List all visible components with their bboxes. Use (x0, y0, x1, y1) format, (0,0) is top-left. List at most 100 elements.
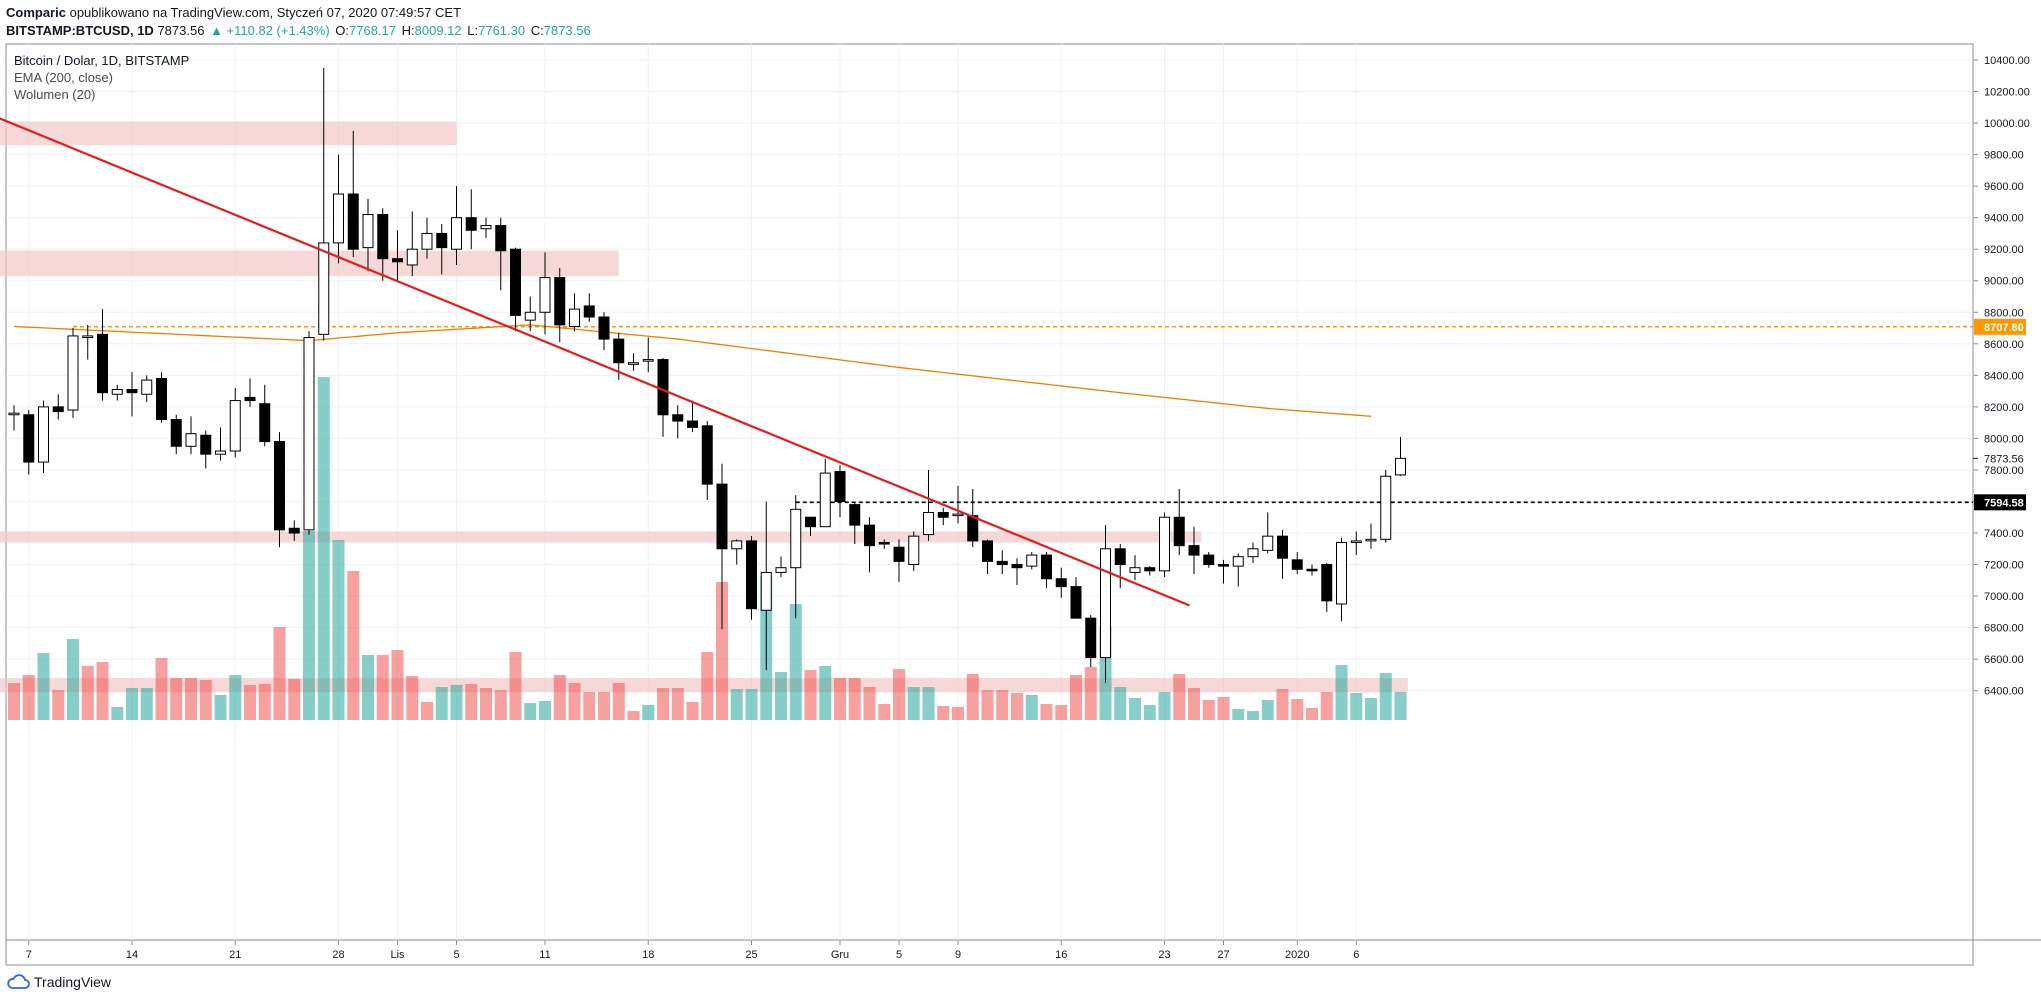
close-label: C: (530, 23, 544, 38)
candle-body (126, 389, 138, 394)
volume-bar (376, 655, 389, 720)
volume-bar (524, 703, 537, 720)
volume-bar (1306, 708, 1318, 720)
price-tick-label: 9000.00 (1984, 276, 2024, 288)
candle-body (1085, 617, 1097, 659)
legend-title: Bitcoin / Dolar, 1D, BITSTAMP (14, 53, 190, 68)
volume-bar (1291, 699, 1304, 720)
time-tick-label: 28 (332, 949, 344, 961)
candle-body (1159, 516, 1170, 572)
volume-bar (1011, 693, 1023, 720)
volume-bar (229, 675, 242, 720)
candle-body (849, 504, 861, 526)
volume-bar (8, 683, 20, 720)
volume-bar (362, 655, 374, 720)
volume-bar (435, 687, 448, 720)
volume-bar (67, 639, 79, 720)
symbol-label: BITSTAMP:BTCUSD, 1D (6, 23, 154, 38)
volume-bar (627, 711, 640, 720)
volume-bar (789, 604, 802, 720)
candle-body (1218, 564, 1229, 567)
time-tick-label: 5 (453, 949, 459, 961)
candle-body (687, 420, 698, 428)
open-label: O: (335, 23, 350, 38)
candle-body (1277, 535, 1288, 559)
tradingview-cloud-icon (7, 974, 30, 989)
volume-bar (450, 685, 463, 720)
volume-bar (480, 688, 492, 720)
volume-bar (317, 377, 330, 720)
time-tick-label: Gru (831, 949, 849, 961)
volume-bar (878, 704, 891, 720)
author-name[interactable]: Comparic (6, 5, 66, 20)
volume-bar (583, 692, 596, 720)
candle-body (259, 403, 271, 443)
candle-body (819, 472, 831, 528)
candle-body (760, 571, 772, 611)
grid (6, 44, 1973, 940)
chart-header: Comparic opublikowano na TradingView.com… (6, 4, 593, 40)
candle-body (185, 433, 197, 447)
candle-body (1100, 548, 1111, 659)
volume-bar (96, 662, 109, 720)
footer-brand[interactable]: TradingView (34, 974, 112, 990)
candle-body (1291, 559, 1303, 570)
candle-body (908, 535, 920, 566)
volume-bar (1202, 700, 1215, 720)
candle-body (465, 217, 477, 231)
time-tick-label: 9 (955, 949, 961, 961)
price-tag-label: 7594.58 (1984, 497, 2024, 509)
volume-bar (1188, 688, 1200, 720)
candle-body (1365, 538, 1377, 542)
zone-rect (0, 250, 619, 277)
candle-body (1262, 535, 1274, 551)
trendline[interactable] (0, 115, 1190, 607)
legend-volume[interactable]: Wolumen (20) (14, 87, 96, 102)
price-tag-label: 7873.56 (1984, 453, 2024, 465)
candle-body (864, 524, 875, 547)
high-label: H: (401, 23, 415, 38)
time-tick-label: 14 (126, 949, 138, 961)
candle-body (111, 389, 123, 395)
volume-bar (494, 690, 507, 720)
price-tick-label: 8800.00 (1984, 307, 2024, 319)
legend-ema[interactable]: EMA (200, close) (14, 70, 113, 85)
price-tag-bg (1974, 494, 2026, 511)
candles (8, 67, 1406, 683)
candle-body (1380, 475, 1392, 540)
price-axis[interactable]: 6400.00 6600.00 6800.00 7000.00 7200.00 7400.… (1973, 55, 2030, 698)
candle-body (657, 359, 669, 416)
price-tick-label: 8200.00 (1984, 402, 2024, 414)
downtrend-line (0, 117, 1190, 607)
volume-bar (775, 672, 787, 720)
volume-bar (716, 582, 728, 720)
volume-bar (1276, 689, 1289, 720)
candle-body (392, 258, 403, 263)
price-change: ▲ +110.82 (+1.43%) (210, 23, 330, 38)
volume-bar (952, 707, 964, 720)
candle-body (716, 483, 728, 550)
price-tick-label: 6600.00 (1984, 654, 2024, 666)
time-tick-label: 25 (745, 949, 757, 961)
candle-body (982, 540, 993, 562)
candle-body (628, 362, 639, 365)
candle-body (52, 406, 64, 413)
candle-body (510, 248, 521, 316)
volume-bar (907, 687, 920, 720)
candle-body (1306, 568, 1318, 572)
candle-body (569, 308, 580, 327)
volume-bar (244, 685, 256, 720)
candle-body (1011, 564, 1023, 569)
volume-bar (258, 684, 271, 720)
price-chart[interactable]: 6400.00 6600.00 6800.00 7000.00 7200.00 7400.… (0, 0, 2041, 966)
candle-body (790, 508, 802, 569)
volume-bar (539, 701, 551, 720)
volume-bar (834, 678, 846, 720)
volume-bar (1217, 697, 1230, 720)
volume-bar (863, 687, 876, 720)
candle-body (170, 418, 182, 447)
price-tick-label: 7200.00 (1984, 560, 2024, 572)
volume-bar (140, 688, 153, 720)
time-axis[interactable]: 7 14 21 28 Lis 5 11 18 25 Gru 5 9 16 23 27 2020 6 (26, 940, 1360, 961)
candle-body (524, 311, 536, 321)
